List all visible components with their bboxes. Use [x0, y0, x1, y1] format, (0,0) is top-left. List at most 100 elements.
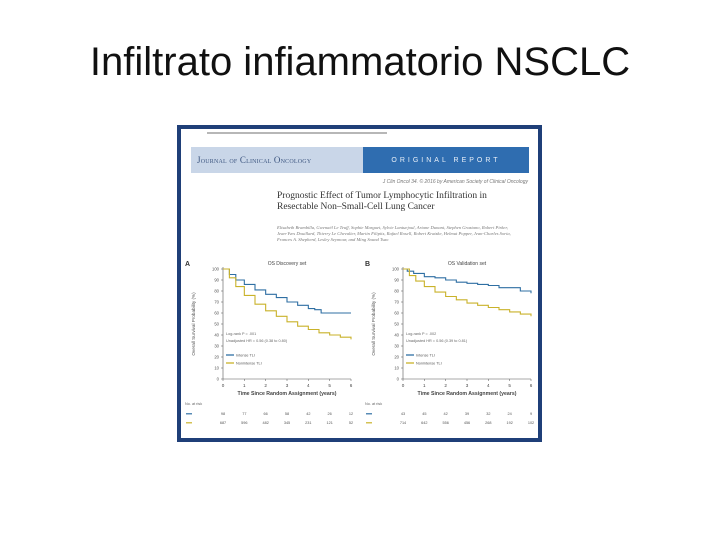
km-panel-a: A OS Discovery set 0 10 20 30 40 50 60 70 80 90 100 0… — [185, 261, 353, 425]
y-tick-label: 50 — [214, 322, 219, 327]
km-curve — [223, 268, 351, 314]
y-tick-label: 30 — [214, 344, 219, 349]
x-tick-label: 6 — [530, 383, 533, 388]
y-tick-label: 20 — [394, 355, 399, 360]
paper-figure: Journal of Clinical Oncology ORIGINAL RE… — [177, 125, 542, 442]
stat-annotation: Unadjusted HR = 0.56 (0.39 to 0.81) — [406, 339, 468, 343]
section-label: ORIGINAL REPORT — [391, 156, 501, 164]
author-list: Elisabeth Brambilla, Gwenaël Le Teuff, S… — [277, 225, 511, 243]
at-risk-value: 596 — [241, 421, 247, 425]
y-tick-label: 80 — [394, 289, 399, 294]
km-panel-b: B OS Validation set0102030405060708090100… — [365, 261, 534, 425]
stat-annotation: Log-rank P = .001 — [226, 332, 256, 336]
article-title-line-2: Resectable Non–Small-Cell Lung Cancer — [277, 202, 435, 212]
at-risk-value: 268 — [485, 421, 491, 425]
x-tick-label: 1 — [423, 383, 426, 388]
x-tick-label: 0 — [402, 383, 405, 388]
y-tick-label: 0 — [217, 377, 220, 382]
at-risk-label: No. at risk — [365, 402, 382, 406]
slide-title: Infiltrato infiammatorio NSCLC — [89, 40, 631, 84]
journal-name-box: Journal of Clinical Oncology — [191, 147, 363, 173]
journal-header: Journal of Clinical Oncology ORIGINAL RE… — [191, 147, 529, 173]
panel-label: A — [185, 261, 190, 268]
at-risk-value: 66 — [264, 412, 268, 416]
y-tick-label: 60 — [394, 311, 399, 316]
at-risk-value: 98 — [221, 412, 225, 416]
at-risk-value: 556 — [442, 421, 448, 425]
at-risk-value: 121 — [326, 421, 332, 425]
x-tick-label: 4 — [307, 383, 310, 388]
at-risk-value: 231 — [305, 421, 311, 425]
at-risk-value: 714 — [400, 421, 406, 425]
km-curve — [403, 268, 532, 294]
at-risk-value: 58 — [285, 412, 289, 416]
chart-title: OS Validation set — [448, 261, 487, 267]
y-tick-label: 0 — [397, 377, 400, 382]
y-tick-label: 90 — [214, 278, 219, 283]
legend-label: Nonintense TLI — [416, 361, 442, 365]
at-risk-value: 345 — [284, 421, 290, 425]
at-risk-value: 77 — [242, 412, 246, 416]
stat-annotation: Unadjusted HR = 0.56 (0.38 to 0.80) — [226, 339, 288, 343]
y-tick-label: 70 — [214, 300, 219, 305]
y-tick-label: 10 — [394, 366, 399, 371]
at-risk-value: 102 — [528, 421, 534, 425]
y-tick-label: 90 — [394, 278, 399, 283]
x-tick-label: 1 — [243, 383, 246, 388]
y-tick-label: 40 — [214, 333, 219, 338]
at-risk-value: 482 — [262, 421, 268, 425]
y-tick-label: 100 — [212, 267, 220, 272]
at-risk-value: 642 — [421, 421, 427, 425]
y-tick-label: 100 — [392, 267, 400, 272]
x-tick-label: 5 — [508, 383, 511, 388]
at-risk-value: 52 — [349, 421, 353, 425]
at-risk-value: 12 — [349, 412, 353, 416]
y-tick-label: 30 — [394, 344, 399, 349]
y-tick-label: 50 — [394, 322, 399, 327]
x-tick-label: 3 — [286, 383, 289, 388]
legend-label: Intense TLI — [236, 353, 255, 357]
at-risk-value: 42 — [306, 412, 310, 416]
y-tick-label: 80 — [214, 289, 219, 294]
section-box: ORIGINAL REPORT — [363, 147, 529, 173]
x-tick-label: 6 — [350, 383, 353, 388]
x-axis-label: Time Since Random Assignment (years) — [418, 391, 517, 397]
stat-annotation: Log-rank P = .002 — [406, 332, 436, 336]
y-tick-label: 60 — [214, 311, 219, 316]
x-tick-label: 3 — [466, 383, 469, 388]
y-axis-label: Overall Survival Probability (%) — [191, 292, 196, 356]
at-risk-value: 24 — [508, 412, 512, 416]
y-tick-label: 10 — [214, 366, 219, 371]
at-risk-value: 9 — [530, 412, 532, 416]
panel-label: B — [365, 261, 370, 268]
article-title: Prognostic Effect of Tumor Lymphocytic I… — [277, 191, 517, 213]
at-risk-value: 687 — [220, 421, 226, 425]
legend-label: Intense TLI — [416, 353, 435, 357]
at-risk-value: 32 — [486, 412, 490, 416]
article-title-line-1: Prognostic Effect of Tumor Lymphocytic I… — [277, 191, 487, 201]
top-strip — [207, 132, 387, 134]
journal-name: Journal of Clinical Oncology — [197, 155, 312, 165]
x-tick-label: 0 — [222, 383, 225, 388]
x-tick-label: 2 — [264, 383, 267, 388]
legend-label: Nonintense TLI — [236, 361, 262, 365]
at-risk-value: 39 — [465, 412, 469, 416]
km-curve — [223, 268, 352, 340]
citation: J Clin Oncol 34. © 2016 by American Soci… — [382, 179, 528, 185]
km-curve — [403, 268, 532, 317]
at-risk-value: 42 — [444, 412, 448, 416]
at-risk-value: 26 — [328, 412, 332, 416]
at-risk-label: No. at risk — [185, 402, 202, 406]
x-tick-label: 5 — [328, 383, 331, 388]
y-tick-label: 70 — [394, 300, 399, 305]
y-axis-label: Overall Survival Probability (%) — [371, 292, 376, 356]
x-tick-label: 4 — [487, 383, 490, 388]
at-risk-value: 456 — [464, 421, 470, 425]
at-risk-value: 192 — [506, 421, 512, 425]
y-tick-label: 40 — [394, 333, 399, 338]
at-risk-value: 45 — [422, 412, 426, 416]
y-tick-label: 20 — [214, 355, 219, 360]
at-risk-value: 43 — [401, 412, 405, 416]
chart-title: OS Discovery set — [268, 261, 307, 267]
x-tick-label: 2 — [444, 383, 447, 388]
